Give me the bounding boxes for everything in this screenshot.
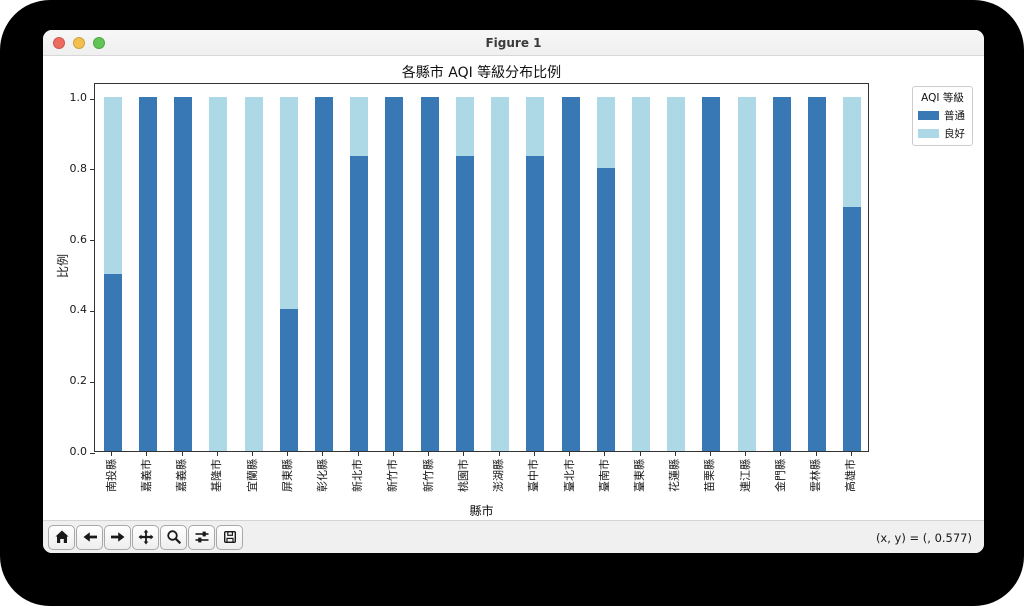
- pan-icon: [138, 529, 153, 545]
- bar-segment-良好: [737, 97, 756, 451]
- bar-segment-普通: [808, 97, 827, 451]
- x-tick-mark: [252, 452, 254, 456]
- legend: AQI 等級 普通良好: [912, 86, 973, 146]
- y-tick-label: 0.4: [69, 303, 88, 317]
- pan-button[interactable]: [132, 524, 159, 550]
- legend-label: 良好: [944, 128, 965, 140]
- home-button[interactable]: [48, 524, 75, 550]
- figure-window: Figure 1 各縣市 AQI 等級分布比例 比例 縣市 AQI 等級 普通良…: [43, 30, 984, 553]
- bar-segment-普通: [561, 97, 580, 451]
- y-tick-mark: [90, 98, 95, 100]
- bar-segment-良好: [632, 97, 651, 451]
- forward-icon: [110, 532, 124, 542]
- bar-segment-良好: [279, 97, 298, 310]
- bar-segment-良好: [350, 97, 369, 157]
- x-tick-mark: [674, 452, 676, 456]
- home-icon: [55, 530, 68, 543]
- x-tick-mark: [604, 452, 606, 456]
- save-button[interactable]: [216, 524, 243, 550]
- bar-segment-普通: [314, 97, 333, 451]
- window-controls: [53, 30, 105, 56]
- legend-title: AQI 等級: [921, 92, 964, 104]
- x-tick-mark: [428, 452, 430, 456]
- y-tick-label: 0.6: [69, 232, 88, 246]
- x-tick-mark: [463, 452, 465, 456]
- x-tick-mark: [850, 452, 852, 456]
- x-tick-mark: [287, 452, 289, 456]
- axes: [90, 83, 869, 454]
- bar-segment-普通: [350, 156, 369, 451]
- bar-segment-良好: [455, 97, 474, 157]
- y-tick-label: 0.0: [69, 445, 88, 458]
- zoom-icon: [166, 530, 181, 545]
- title-bar[interactable]: Figure 1: [43, 30, 984, 56]
- bar-segment-良好: [244, 97, 263, 451]
- x-tick-mark: [498, 452, 500, 456]
- y-tick-mark: [90, 452, 95, 454]
- y-tick-mark: [90, 381, 95, 383]
- chart-title: 各縣市 AQI 等級分布比例: [401, 65, 562, 81]
- cursor-status: (x, y) = (, 0.577): [875, 530, 972, 545]
- y-tick-label: 1.0: [69, 91, 88, 104]
- bar-segment-普通: [174, 97, 193, 451]
- subplots-icon: [195, 531, 208, 543]
- bar-segment-普通: [702, 97, 721, 451]
- x-tick-mark: [146, 452, 148, 456]
- legend-entry: 良好: [918, 126, 967, 141]
- y-tick-label: 0.8: [69, 161, 88, 175]
- x-tick-mark: [815, 452, 817, 456]
- figure-canvas: 各縣市 AQI 等級分布比例 比例 縣市 AQI 等級 普通 良好 0.0 0.2 0…: [43, 56, 984, 520]
- y-tick-mark: [90, 310, 95, 312]
- y-tick-label: 0.2: [69, 374, 88, 388]
- bar-segment-良好: [526, 97, 545, 157]
- x-tick-mark: [709, 452, 711, 456]
- zoom-to-rect-button[interactable]: [160, 524, 187, 550]
- x-tick-mark: [745, 452, 747, 456]
- x-tick-mark: [780, 452, 782, 456]
- bar-segment-良好: [491, 97, 510, 451]
- x-tick-mark: [392, 452, 394, 456]
- legend-swatch: [918, 129, 939, 138]
- save-icon: [223, 531, 236, 544]
- bar-segment-良好: [209, 97, 228, 451]
- bar-segment-良好: [103, 97, 122, 274]
- bar-segment-普通: [843, 206, 862, 451]
- bar-segment-良好: [667, 97, 686, 451]
- x-tick-mark: [216, 452, 218, 456]
- configure-subplots-button[interactable]: [188, 524, 215, 550]
- y-tick-mark: [90, 169, 95, 171]
- bar-segment-普通: [279, 309, 298, 451]
- back-button[interactable]: [76, 524, 103, 550]
- bar-segment-普通: [526, 156, 545, 451]
- bar-segment-普通: [420, 97, 439, 451]
- bar-segment-良好: [843, 97, 862, 207]
- x-tick-mark: [111, 452, 113, 456]
- legend-swatch: [918, 111, 939, 120]
- zoom-button[interactable]: [93, 37, 105, 49]
- x-tick-mark: [181, 452, 183, 456]
- legend-entry: 普通: [918, 108, 967, 123]
- bar-segment-普通: [596, 167, 615, 451]
- legend-label: 普通: [944, 110, 965, 122]
- close-button[interactable]: [53, 37, 65, 49]
- x-tick-mark: [639, 452, 641, 456]
- x-tick-mark: [357, 452, 359, 456]
- minimize-button[interactable]: [73, 37, 85, 49]
- window-title: Figure 1: [485, 35, 542, 50]
- forward-button[interactable]: [104, 524, 131, 550]
- x-tick-mark: [533, 452, 535, 456]
- x-axis-label: 縣市: [469, 504, 494, 518]
- bar-segment-普通: [455, 156, 474, 451]
- bar-segment-普通: [138, 97, 157, 451]
- bar-segment-普通: [385, 97, 404, 451]
- bar-segment-良好: [596, 97, 615, 168]
- back-icon: [83, 532, 97, 542]
- navigation-toolbar: (x, y) = (, 0.577): [43, 520, 984, 553]
- bar-segment-普通: [772, 97, 791, 451]
- y-tick-mark: [90, 240, 95, 242]
- x-tick-mark: [322, 452, 324, 456]
- x-tick-mark: [569, 452, 571, 456]
- bar-segment-普通: [103, 274, 122, 451]
